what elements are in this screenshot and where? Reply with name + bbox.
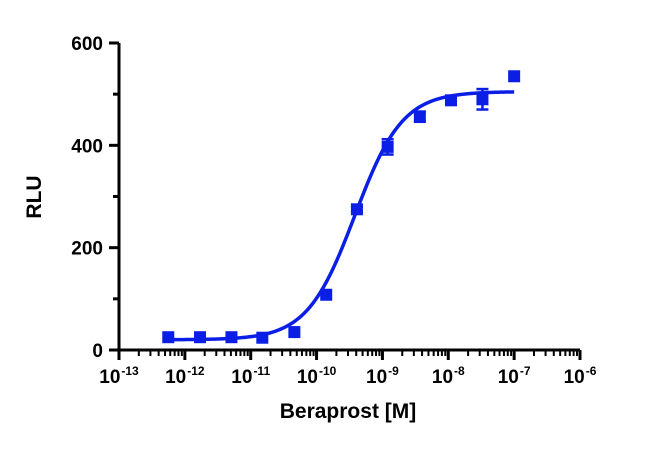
- fit-curve-layer: [168, 90, 515, 342]
- x-tick-label: 10-8: [432, 364, 465, 388]
- x-tick-label: 10-9: [366, 364, 399, 388]
- x-tick-label: 10-12: [165, 364, 205, 388]
- data-point: [256, 331, 269, 344]
- data-point: [194, 331, 207, 344]
- x-tick-label: 10-11: [231, 364, 270, 388]
- x-axis-title: Beraprost [M]: [280, 400, 417, 423]
- y-tick-label: 600: [71, 34, 103, 55]
- data-point: [162, 331, 175, 344]
- y-tick-label: 200: [71, 239, 103, 260]
- fit-curve: [168, 90, 515, 342]
- data-point: [288, 326, 301, 339]
- axes: 0 200 400 600 10-13 10-12 10-11 10-10 10-9 10-8 10…: [71, 34, 596, 388]
- x-tick-label: 10-13: [99, 364, 139, 388]
- data-point: [350, 203, 363, 216]
- x-tick-label: 10-7: [498, 364, 531, 388]
- data-point: [508, 70, 521, 83]
- x-tick-label: 10-10: [297, 364, 337, 388]
- y-tick-label: 400: [71, 136, 103, 157]
- data-point: [413, 110, 426, 123]
- y-tick-label: 0: [92, 341, 103, 362]
- x-tick-label: 10-6: [564, 364, 597, 388]
- y-axis-title: RLU: [23, 175, 46, 218]
- data-point: [320, 288, 333, 301]
- data-point: [476, 93, 489, 106]
- data-point: [381, 140, 394, 153]
- data-points-layer: [162, 70, 521, 344]
- data-point: [225, 331, 238, 344]
- data-point: [445, 94, 458, 107]
